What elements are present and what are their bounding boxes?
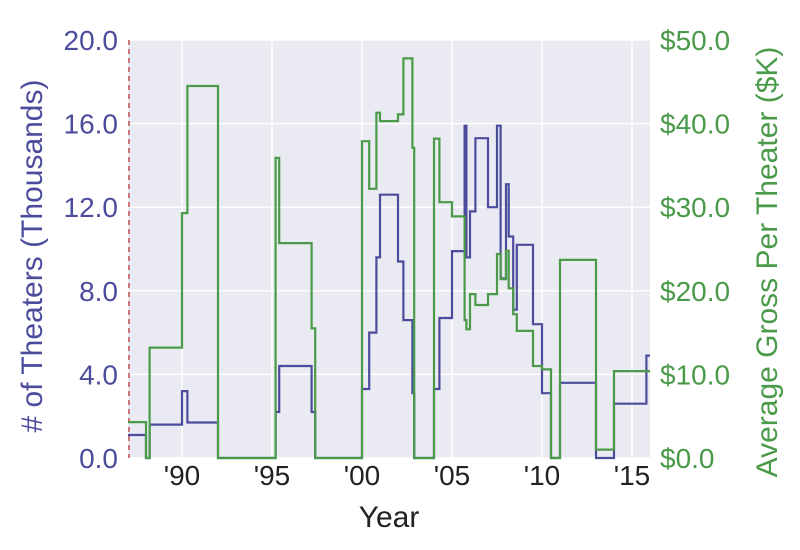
right-tick-label: $30.0: [660, 192, 730, 223]
x-tick-label: '10: [524, 460, 561, 491]
plot-background: [128, 40, 650, 458]
right-tick-label: $0.0: [660, 443, 715, 474]
left-tick-label: 12.0: [64, 192, 119, 223]
theaters-series-line: [128, 124, 650, 460]
left-axis-label: # of Theaters (Thousands): [16, 80, 49, 433]
x-tick-label: '90: [164, 460, 201, 491]
right-axis-ticks: $0.0 $10.0 $20.0 $30.0 $40.0 $50.0: [660, 25, 730, 474]
x-axis-label: Year: [359, 501, 420, 534]
left-tick-label: 0.0: [79, 443, 118, 474]
right-tick-label: $50.0: [660, 25, 730, 56]
x-tick-label: '95: [254, 460, 291, 491]
left-tick-label: 16.0: [64, 109, 119, 140]
right-tick-label: $20.0: [660, 276, 730, 307]
right-tick-label: $40.0: [660, 109, 730, 140]
right-tick-label: $10.0: [660, 359, 730, 390]
x-axis-ticks: '90 '95 '00 '05 '10 '15: [164, 460, 651, 491]
x-tick-label: '15: [614, 460, 651, 491]
right-axis-label: Average Gross Per Theater ($K): [751, 47, 784, 478]
left-tick-label: 4.0: [79, 359, 118, 390]
gross-series-line: [128, 57, 650, 460]
left-tick-label: 20.0: [64, 25, 119, 56]
grid-lines: [128, 39, 650, 459]
x-tick-label: '00: [344, 460, 381, 491]
left-axis-ticks: 0.0 4.0 8.0 12.0 16.0 20.0: [64, 25, 119, 474]
x-tick-label: '05: [434, 460, 471, 491]
left-tick-label: 8.0: [79, 276, 118, 307]
